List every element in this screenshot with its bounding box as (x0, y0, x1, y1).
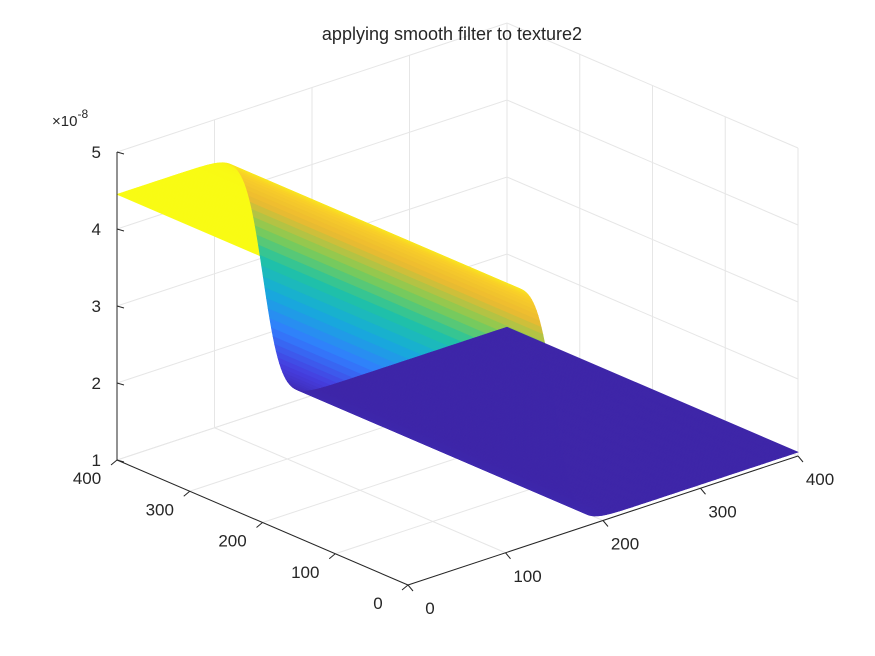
y-tick-label: 300 (146, 500, 174, 519)
z-exponent-base: ×10 (52, 113, 77, 130)
z-tick-label: 1 (92, 451, 101, 470)
x-tick-label: 200 (611, 535, 639, 554)
y-tick-mark (183, 490, 191, 497)
y-tick-mark (328, 553, 336, 560)
x-tick-label: 300 (708, 502, 736, 521)
axes (110, 151, 804, 592)
y-tick-label: 0 (373, 594, 382, 613)
x-tick-label: 400 (806, 470, 834, 489)
z-tick-mark (116, 459, 125, 463)
x-tick-label: 100 (513, 567, 541, 586)
y-tick-label: 100 (291, 563, 319, 582)
y-tick-mark (401, 584, 409, 591)
z-exponent-label: ×10-8 (52, 107, 88, 130)
grid-line (116, 176, 799, 307)
x-tick-mark (700, 487, 706, 495)
x-tick-mark (797, 455, 804, 463)
z-tick-mark (116, 382, 125, 386)
x-tick-mark (602, 520, 609, 527)
z-tick-label: 3 (92, 297, 101, 316)
z-tick-label: 2 (92, 374, 101, 393)
z-tick-mark (116, 228, 125, 232)
grid-line (116, 22, 799, 153)
x-tick-mark (505, 552, 511, 560)
z-tick-mark (116, 305, 125, 309)
z-tick-label: 5 (92, 143, 101, 162)
z-exponent-power: -8 (77, 107, 88, 121)
y-tick-label: 200 (218, 532, 246, 551)
x-tick-label: 0 (425, 599, 434, 618)
x-tick-mark (407, 584, 414, 592)
grid-line (116, 253, 799, 384)
z-tick-label: 4 (92, 220, 101, 239)
y-tick-mark (256, 522, 263, 528)
y-tick-mark (110, 459, 118, 466)
surface-plot (116, 162, 799, 517)
y-tick-label: 400 (73, 469, 101, 488)
surface-strip (504, 326, 799, 454)
chart-title: applying smooth filter to texture2 (322, 24, 582, 44)
z-tick-mark (116, 151, 125, 155)
